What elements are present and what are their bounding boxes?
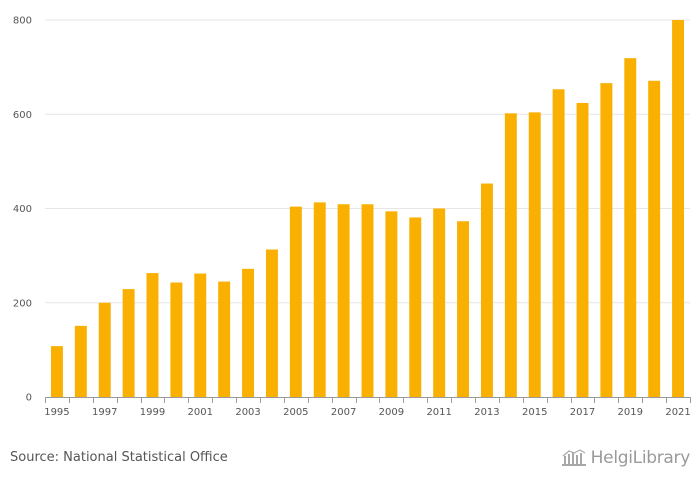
x-tick-label: 1997 <box>92 407 117 418</box>
bar-2000[interactable] <box>170 282 183 397</box>
bar-2004[interactable] <box>265 249 278 397</box>
bar-2014[interactable] <box>504 113 517 398</box>
x-tick-label: 2015 <box>522 407 547 418</box>
bar-2020[interactable] <box>648 80 661 397</box>
x-tick-label: 1999 <box>140 407 165 418</box>
bar-1996[interactable] <box>74 325 87 397</box>
bar-2019[interactable] <box>624 58 637 397</box>
library-building-icon <box>561 449 586 466</box>
bar-1995[interactable] <box>50 346 63 397</box>
x-tick-label: 2007 <box>331 407 356 418</box>
bar-2001[interactable] <box>194 273 207 397</box>
bar-2010[interactable] <box>409 217 422 397</box>
bar-2009[interactable] <box>385 211 398 397</box>
bar-2007[interactable] <box>337 204 350 397</box>
bar-2008[interactable] <box>361 204 374 397</box>
bar-2013[interactable] <box>480 183 493 397</box>
x-tick-label: 2017 <box>570 407 595 418</box>
bar-2021[interactable] <box>672 20 685 397</box>
y-tick-label: 400 <box>13 204 32 215</box>
bar-1997[interactable] <box>98 302 111 397</box>
bar-chart: 0 200 400 600 800 1995 1997 1999 2001 2003 2005 200… <box>13 16 691 418</box>
bar-2011[interactable] <box>433 208 446 398</box>
y-tick-label: 200 <box>13 298 32 309</box>
x-tick-label: 2009 <box>379 407 404 418</box>
bar-2015[interactable] <box>528 112 541 398</box>
bar-2002[interactable] <box>218 281 231 397</box>
x-tick-label: 2019 <box>618 407 643 418</box>
x-tick-label: 2013 <box>474 407 499 418</box>
bar-2005[interactable] <box>289 206 302 397</box>
helgilibrary-logo[interactable]: HelgiLibrary <box>561 448 690 468</box>
bar-2012[interactable] <box>457 221 470 397</box>
x-tick-label: 2005 <box>283 407 308 418</box>
y-tick-label: 600 <box>13 110 32 121</box>
bar-2016[interactable] <box>552 89 565 398</box>
x-tick-label: 1995 <box>44 407 69 418</box>
x-tick-label: 2003 <box>235 407 260 418</box>
bar-1998[interactable] <box>122 289 135 397</box>
x-tick-label: 2021 <box>665 407 690 418</box>
bar-2017[interactable] <box>576 102 589 397</box>
brand-name: HelgiLibrary <box>590 448 691 468</box>
x-tick-label: 2011 <box>426 407 451 418</box>
y-tick-label: 800 <box>13 16 32 27</box>
bar-2003[interactable] <box>242 268 255 397</box>
source-note: Source: National Statistical Office <box>10 450 228 465</box>
bar-1999[interactable] <box>146 273 159 397</box>
bar-2018[interactable] <box>600 83 613 398</box>
bar-2006[interactable] <box>313 202 326 397</box>
y-tick-label: 0 <box>26 393 32 404</box>
x-tick-label: 2001 <box>188 407 213 418</box>
